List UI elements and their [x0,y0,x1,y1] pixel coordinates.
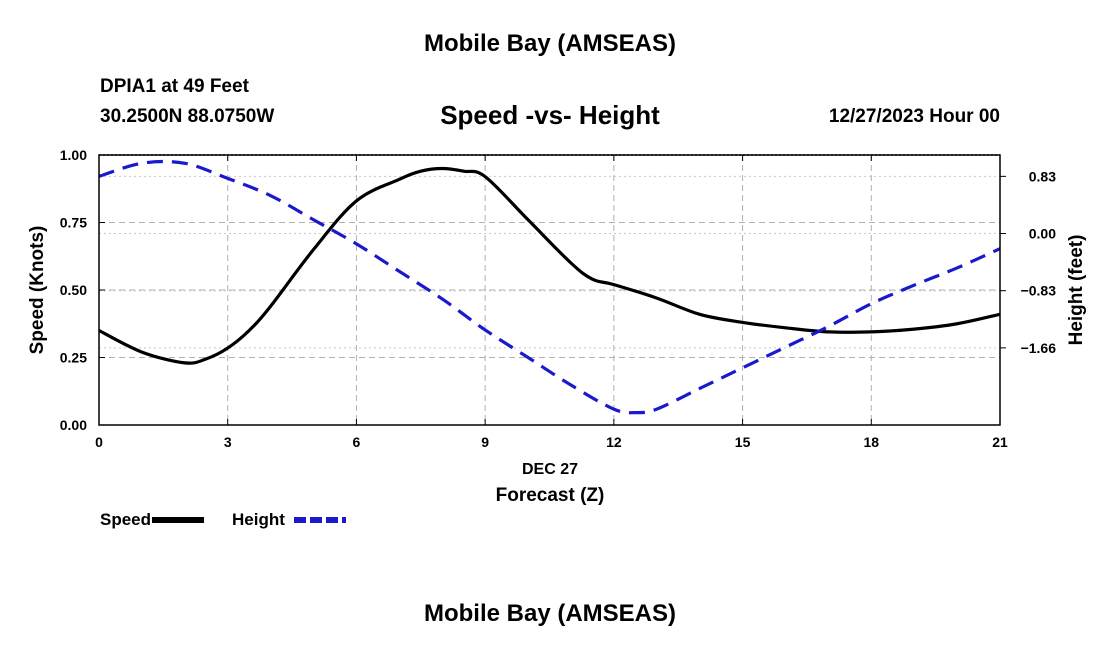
x-tick-label: 0 [95,434,103,450]
y-tick-label: 1.00 [60,147,87,163]
legend-label-speed: Speed [100,510,151,529]
chart-series [98,159,1001,415]
station-coordinates: 30.2500N 88.0750W [100,106,275,127]
y2-tick-label: −1.66 [1021,340,1057,356]
station-label: DPIA1 at 49 Feet [100,76,249,97]
y2-axis-title: Height (feet) [1066,235,1087,346]
chart-ticks: 0 3 6 9 12 15 18 21 0.00 0.25 0.50 0.75 1.00 0.83 0.00… [60,147,1056,450]
legend-label-height: Height [232,510,285,529]
y-axis-title: Speed (Knots) [27,226,48,355]
y-tick-label: 0.50 [60,282,87,298]
y-tick-label: 0.25 [60,350,87,366]
y2-tick-label: 0.00 [1029,226,1056,242]
page-title-repeat: Mobile Bay (AMSEAS) [423,600,677,627]
chart-subtitle: Speed -vs- Height [440,100,660,130]
series-line-speed [98,166,1001,365]
y-tick-label: 0.00 [60,417,87,433]
chart-legend: Speed Height [100,510,346,529]
forecast-date: 12/27/2023 Hour 00 [828,106,1000,127]
x-tick-label: 9 [481,434,489,450]
x-axis-title: Forecast (Z) [496,485,605,506]
series-line-height [98,159,1001,415]
y2-tick-label: 0.83 [1029,168,1056,184]
x-tick-label: 6 [353,434,361,450]
x-tick-label: 3 [224,434,232,450]
x-tick-label: 21 [992,434,1008,450]
chart-grid [99,154,1000,425]
y-tick-label: 0.75 [60,215,87,231]
x-tick-label: 18 [863,434,879,450]
page-title: Mobile Bay (AMSEAS) [423,30,677,57]
x-date-label: DEC 27 [522,461,578,478]
y2-tick-label: −0.83 [1021,283,1057,299]
x-tick-label: 12 [606,434,622,450]
x-tick-label: 15 [735,434,751,450]
